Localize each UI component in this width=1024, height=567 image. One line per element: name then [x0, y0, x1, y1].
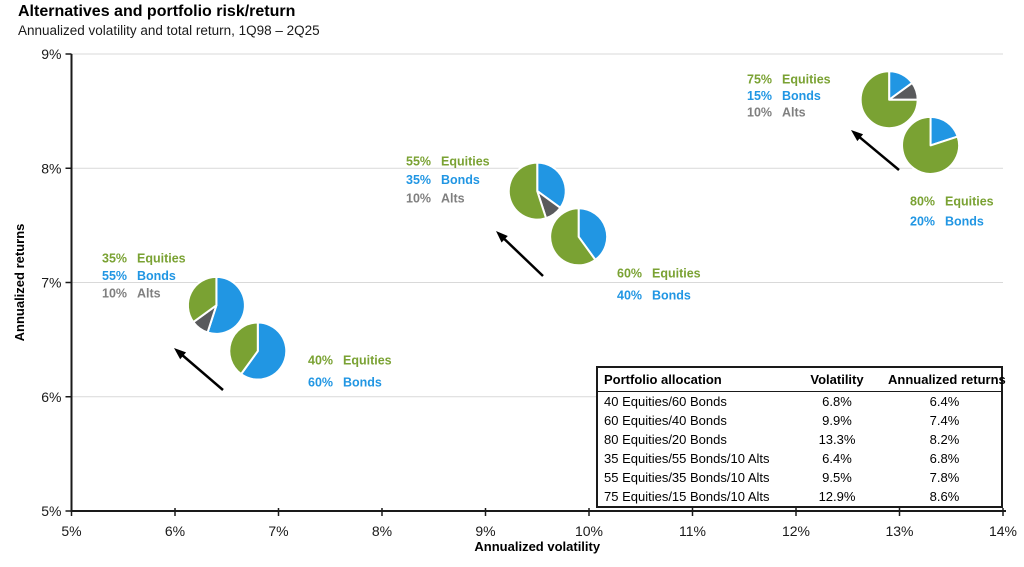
- table-cell: 80 Equities/20 Bonds: [604, 432, 727, 447]
- allocation-label: 35% Equities 55% Bonds 10% Alts: [102, 252, 186, 301]
- table-cell: 6.8%: [929, 451, 960, 466]
- allocation-label-line: 10% Alts: [747, 106, 806, 120]
- pie-marker: [901, 115, 961, 175]
- y-tick-label: 6%: [41, 389, 61, 405]
- x-tick-label: 6%: [165, 523, 185, 539]
- portfolio-allocation-table: Portfolio allocation Volatility Annualized…: [596, 366, 1006, 508]
- allocation-label-line: 55% Bonds: [102, 269, 176, 283]
- table-cell: 13.3%: [818, 432, 856, 447]
- table-cell: 9.5%: [822, 470, 852, 485]
- table-cell: 75 Equities/15 Bonds/10 Alts: [604, 489, 770, 504]
- allocation-label-line: 60% Bonds: [308, 376, 382, 390]
- x-tick-label: 9%: [475, 523, 495, 539]
- table-cell: 6.4%: [822, 451, 852, 466]
- table-row: 60 Equities/40 Bonds 9.9% 7.4%: [597, 411, 1002, 430]
- portfolio-table: Portfolio allocation Volatility Annualized…: [596, 366, 1006, 508]
- allocation-label-line: 35% Equities: [102, 252, 186, 266]
- allocation-label: 75% Equities 15% Bonds 10% Alts: [747, 73, 831, 120]
- pie-slice-equities: [901, 115, 961, 175]
- pie-slice-equities: [228, 321, 259, 376]
- x-tick-label: 12%: [782, 523, 810, 539]
- pie-slice-bonds: [240, 321, 288, 381]
- table-cell: 7.8%: [929, 470, 960, 485]
- pie-slice-equities: [859, 70, 919, 130]
- y-tick-label: 8%: [41, 160, 61, 176]
- table-row: 75 Equities/15 Bonds/10 Alts 12.9% 8.6%: [597, 487, 1002, 507]
- x-tick-label: 11%: [679, 523, 706, 539]
- trend-arrow-head: [174, 348, 187, 360]
- allocation-label-line: 75% Equities: [747, 73, 831, 87]
- allocation-label-line: 40% Equities: [308, 354, 392, 368]
- pie-marker: [186, 275, 246, 335]
- table-cell: 9.9%: [822, 413, 852, 428]
- allocation-label: 60% Equities 40% Bonds: [617, 267, 701, 303]
- x-tick-label: 14%: [989, 523, 1017, 539]
- pie-marker: [549, 207, 609, 267]
- allocation-label: 80% Equities 20% Bonds: [910, 195, 994, 229]
- table-header-cell: Portfolio allocation: [597, 367, 786, 392]
- trend-arrow: [496, 231, 544, 277]
- trend-arrow-shaft: [502, 237, 544, 277]
- allocation-label: 55% Equities 35% Bonds 10% Alts: [406, 155, 490, 206]
- allocation-label-line: 55% Equities: [406, 155, 490, 169]
- y-tick-label: 7%: [41, 275, 61, 291]
- table-header-cell: Annualized returns: [888, 367, 1006, 392]
- table-header-cell: Volatility: [786, 367, 888, 392]
- x-tick-label: 5%: [61, 523, 81, 539]
- pie-slice-equities: [549, 207, 597, 267]
- allocation-label: 40% Equities 60% Bonds: [308, 354, 392, 390]
- table-cell: 6.8%: [822, 394, 852, 409]
- pie-marker: [507, 161, 567, 221]
- allocation-label-line: 40% Bonds: [617, 289, 691, 303]
- pie-marker: [228, 321, 288, 381]
- table-cell: 8.2%: [929, 432, 960, 447]
- pie-slice-bonds: [536, 161, 567, 209]
- trend-arrow: [851, 130, 900, 171]
- trend-arrow-shaft: [180, 353, 224, 391]
- table-cell: 55 Equities/35 Bonds/10 Alts: [604, 470, 770, 485]
- table-row: 55 Equities/35 Bonds/10 Alts 9.5% 7.8%: [597, 468, 1002, 487]
- table-row: 35 Equities/55 Bonds/10 Alts 6.4% 6.8%: [597, 449, 1002, 468]
- trend-arrow-head: [851, 130, 864, 142]
- allocation-label-line: 10% Alts: [102, 287, 161, 301]
- x-tick-label: 8%: [372, 523, 392, 539]
- allocation-label-line: 35% Bonds: [406, 173, 480, 187]
- trend-arrow-head: [496, 231, 508, 243]
- table-cell: 7.4%: [929, 413, 960, 428]
- allocation-label-line: 10% Alts: [406, 192, 465, 206]
- chart-subtitle: Annualized volatility and total return, …: [18, 23, 320, 38]
- y-axis-title: Annualized returns: [12, 224, 27, 342]
- x-tick-label: 10%: [575, 523, 603, 539]
- table-cell: 12.9%: [818, 489, 856, 504]
- pie-slice-equities: [507, 161, 548, 221]
- x-axis-title: Annualized volatility: [474, 539, 600, 554]
- table-cell: 60 Equities/40 Bonds: [604, 413, 727, 428]
- allocation-label-line: 20% Bonds: [910, 215, 984, 229]
- trend-arrow-shaft: [857, 135, 900, 171]
- pie-slice-equities: [186, 275, 218, 324]
- table-row: 40 Equities/60 Bonds 6.8% 6.4%: [597, 392, 1002, 412]
- table-cell: 6.4%: [929, 394, 960, 409]
- x-tick-label: 13%: [885, 523, 913, 539]
- chart-title: Alternatives and portfolio risk/return: [18, 3, 296, 20]
- table-cell: 40 Equities/60 Bonds: [604, 394, 727, 409]
- allocation-label-line: 80% Equities: [910, 195, 994, 209]
- allocation-label-line: 15% Bonds: [747, 89, 821, 103]
- x-tick-label: 7%: [268, 523, 288, 539]
- y-tick-label: 9%: [41, 46, 61, 62]
- pie-slice-bonds: [577, 207, 609, 261]
- y-tick-label: 5%: [41, 503, 61, 519]
- table-header-row: Portfolio allocation Volatility Annualized…: [597, 367, 1006, 392]
- table-cell: 8.6%: [929, 489, 960, 504]
- allocation-label-line: 60% Equities: [617, 267, 701, 281]
- pie-marker: [859, 70, 919, 130]
- table-cell: 35 Equities/55 Bonds/10 Alts: [604, 451, 770, 466]
- trend-arrow: [174, 348, 224, 391]
- table-row: 80 Equities/20 Bonds 13.3% 8.2%: [597, 430, 1002, 449]
